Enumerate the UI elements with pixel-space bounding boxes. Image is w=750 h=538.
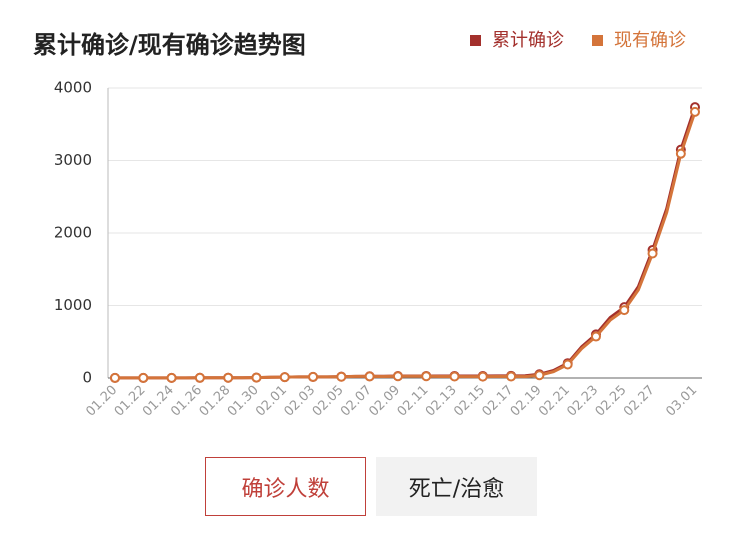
x-tick-label: 02.13 [423,383,460,420]
point [392,371,403,382]
x-tick-label: 01.28 [197,383,234,420]
x-tick-label: 02.03 [281,383,318,420]
point [364,371,375,382]
x-tick-label: 02.25 [593,383,630,420]
x-tick-label: 03.01 [663,383,700,420]
legend-label: 累计确诊 [492,30,564,51]
legend-swatch [592,35,603,46]
point [449,371,460,382]
x-tick-label: 02.23 [564,383,601,420]
x-tick-label: 01.22 [112,383,149,420]
x-tick-label: 01.20 [83,383,120,420]
x-tick-label: 01.26 [168,383,205,420]
y-tick-label: 2000 [54,224,92,242]
point [110,372,120,383]
x-tick-label: 02.27 [621,383,658,420]
x-tick-label: 02.15 [451,383,488,420]
point [336,371,347,382]
y-tick-label: 1000 [54,296,92,314]
point [421,371,432,382]
legend-label: 现有确诊 [614,30,686,51]
x-tick-label: 02.07 [338,383,375,420]
x-tick-label: 02.21 [536,383,573,420]
point [308,371,319,382]
point [477,371,488,382]
point [690,106,700,117]
x-tick-label: 02.01 [253,383,290,420]
point [506,371,517,382]
line [115,106,697,380]
point [562,359,573,370]
tab-button[interactable]: 确诊人数 [205,457,366,516]
point [647,248,658,259]
y-tick-label: 3000 [54,151,92,169]
y-tick-label: 4000 [54,79,92,97]
x-tick-label: 02.05 [310,383,347,420]
x-tick-label: 02.09 [366,383,403,420]
point [223,372,234,383]
line [115,111,697,380]
point [166,372,177,383]
y-tick-label: 0 [82,369,92,387]
point [619,305,630,316]
x-tick-label: 01.30 [225,383,262,420]
point [675,148,686,159]
x-tick-label: 02.17 [479,383,516,420]
chart: 累计确诊/现有确诊趋势图 0 1000 2000 3000 4000 01.2001.22… [33,30,702,420]
legend-swatch [470,35,481,46]
point [138,372,149,383]
point [534,370,545,381]
tab-button[interactable]: 死亡/治愈 [376,457,537,516]
x-tick-label: 02.19 [508,383,545,420]
point [590,331,601,342]
x-tick-label: 02.11 [395,383,432,420]
point [194,372,205,383]
point [251,372,262,383]
chart-title: 累计确诊/现有确诊趋势图 [33,31,306,59]
x-tick-label: 01.24 [140,383,177,420]
point [279,372,290,383]
